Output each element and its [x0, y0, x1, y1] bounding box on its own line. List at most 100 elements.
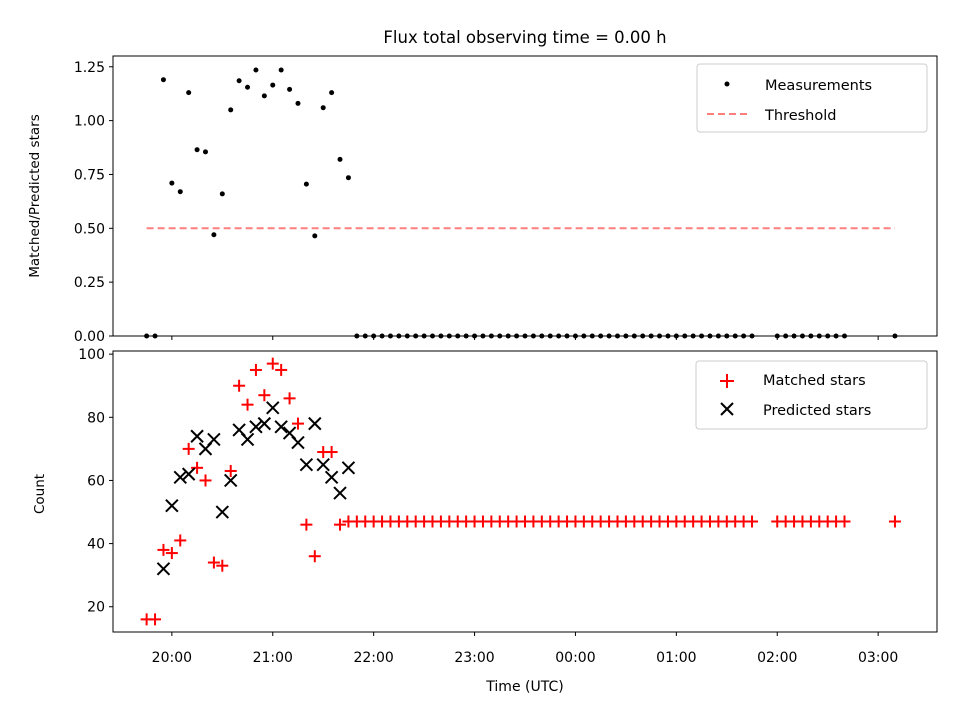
figure-title: Flux total observing time = 0.00 h [383, 28, 666, 47]
x-tick-label: 02:00 [757, 650, 797, 666]
measurement-point [270, 82, 276, 88]
top-legend: Measurements Threshold [696, 63, 928, 133]
measurement-point [169, 180, 175, 186]
measurement-point [345, 175, 351, 181]
matched-star-point [149, 613, 162, 626]
measurement-point [278, 67, 284, 73]
y-tick-label: 20 [87, 600, 105, 616]
y-tick-label: 0.75 [74, 167, 105, 183]
matched-star-point [258, 389, 271, 402]
top-xticks [171, 336, 879, 340]
matched-star-point [216, 559, 229, 572]
y-tick-label: 0.25 [74, 275, 105, 291]
x-tick-label: 23:00 [454, 650, 494, 666]
matched-star-point [746, 515, 759, 528]
x-tick-label: 03:00 [858, 650, 898, 666]
measurement-point [329, 90, 335, 96]
top-panel: 0.00 0.25 0.50 0.75 1.00 1.25 Matched/Predict… [27, 55, 938, 345]
y-tick-label: 100 [78, 347, 105, 363]
predicted-star-point [156, 562, 171, 576]
matched-star-point [174, 534, 187, 547]
bottom-axes-frame [112, 350, 938, 633]
measurement-point [245, 84, 251, 90]
matched-star-point [249, 363, 262, 376]
matched-star-point [266, 357, 279, 370]
predicted-star-point [173, 470, 187, 484]
matched-star-point [300, 518, 313, 531]
matched-star-point [233, 379, 246, 392]
matched-star-point [325, 446, 338, 459]
top-yticks: 0.00 0.25 0.50 0.75 1.00 1.25 [74, 60, 113, 345]
predicted-star-point [249, 420, 263, 434]
bottom-legend-box [695, 360, 928, 430]
predicted-star-point [181, 467, 196, 481]
top-axes-frame [112, 55, 938, 337]
y-tick-label: 0.00 [74, 329, 105, 345]
matched-star-point [224, 464, 237, 477]
legend-predicted-label: Predicted stars [763, 403, 871, 419]
matched-star-point [838, 515, 851, 528]
predicted-star-point [240, 432, 255, 447]
measurement-point [186, 90, 192, 96]
bottom-panel: 20 40 60 80 100 20:00 21:00 22:00 23:00 00:00 01:… [32, 347, 938, 695]
bottom-xticks: 20:00 21:00 22:00 23:00 00:00 01:00 02:00 03:00 [152, 632, 898, 666]
predicted-star-point [274, 420, 288, 434]
predicted-star-point [324, 470, 339, 484]
predicted-star-point [215, 505, 230, 519]
predicted-star-point [224, 473, 238, 488]
measurement-point [160, 77, 166, 83]
measurement-point [320, 105, 326, 111]
measurement-point [287, 86, 293, 92]
legend-measurements-marker [724, 81, 730, 87]
top-ylabel: Matched/Predicted stars [27, 114, 43, 277]
measurement-point [177, 189, 183, 195]
legend-predicted-marker [720, 402, 734, 416]
y-tick-label: 0.50 [74, 221, 105, 237]
matched-star-point [291, 417, 304, 430]
predicted-star-point [299, 457, 314, 472]
measurement-point [194, 147, 200, 153]
matched-star-point [165, 547, 178, 560]
matched-star-point [182, 442, 195, 455]
matched-star-point [283, 392, 296, 405]
measurement-point [253, 67, 259, 73]
matched-star-point [334, 518, 347, 531]
legend-threshold-label: Threshold [764, 108, 836, 124]
measurement-point [337, 156, 343, 162]
matched-star-point [241, 398, 254, 411]
x-axis-label: Time (UTC) [485, 679, 563, 695]
matched-star-point [275, 363, 288, 376]
x-tick-label: 01:00 [656, 650, 696, 666]
matched-star-point [888, 515, 901, 528]
predicted-star-point [266, 401, 280, 415]
predicted-star-point [257, 416, 272, 431]
predicted-star-point [207, 432, 221, 447]
predicted-star-point [333, 486, 347, 500]
measurement-point [261, 93, 267, 99]
legend-matched-label: Matched stars [763, 373, 866, 389]
matched-star-point [207, 556, 220, 569]
predicted-star-point [291, 435, 305, 450]
measurement-point [236, 78, 242, 84]
y-tick-label: 1.00 [74, 114, 105, 130]
top-legend-box [696, 63, 928, 133]
x-tick-label: 00:00 [555, 650, 595, 666]
predicted-star-point [190, 429, 204, 443]
legend-measurements-label: Measurements [765, 78, 872, 94]
measurement-point [202, 149, 208, 155]
bottom-yticks: 20 40 60 80 100 [78, 347, 113, 616]
measurement-point [211, 232, 217, 238]
bottom-legend: Matched stars Predicted stars [695, 360, 928, 430]
measurement-point [228, 107, 234, 113]
measurement-point [295, 100, 301, 106]
legend-matched-marker [720, 374, 734, 388]
y-tick-label: 40 [87, 537, 105, 553]
matched-star-point [191, 461, 204, 474]
measurement-point [219, 191, 225, 197]
predicted-star-point [341, 461, 356, 475]
y-tick-label: 80 [87, 410, 105, 426]
x-tick-label: 21:00 [253, 650, 293, 666]
matched-star-point [157, 543, 170, 556]
predicted-star-point [308, 416, 322, 431]
